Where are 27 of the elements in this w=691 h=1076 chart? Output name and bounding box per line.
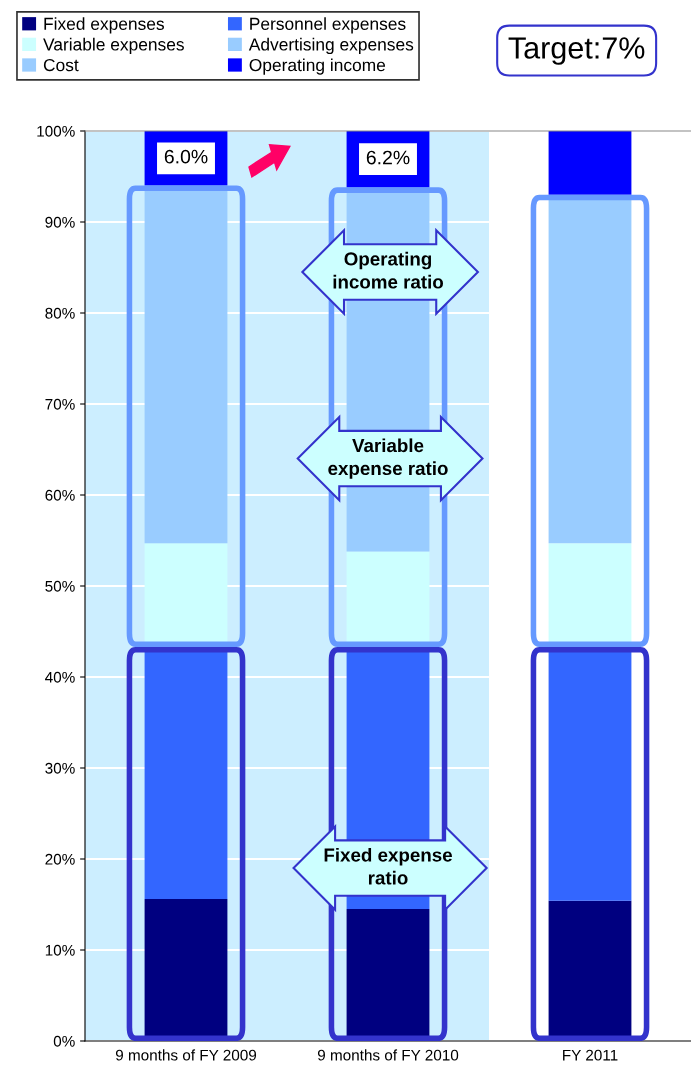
legend-label: Fixed expenses [44, 17, 164, 34]
legend-label: Cost [43, 58, 79, 72]
bar [548, 131, 632, 195]
x-tick-label: FY 2011 [563, 1049, 618, 1061]
y-tick-label: 60% [45, 489, 75, 501]
annotation: Variable expense ratio [328, 438, 448, 479]
legend-label: Advertising expenses [248, 37, 414, 55]
y-tick-label: 80% [45, 307, 75, 319]
x-tick-label: 9 months of FY 2010 [317, 1049, 459, 1061]
data-label: 6.0% [164, 149, 208, 164]
legend-label: Operating income [249, 58, 386, 75]
data-label: 6.2% [366, 150, 410, 165]
y-tick-label: 10% [45, 944, 75, 956]
y-tick-label: 30% [45, 762, 75, 774]
annotation: Fixed expense ratio [324, 847, 452, 885]
y-tick-label: 90% [45, 216, 75, 228]
annotation: Operating income ratio [333, 251, 444, 289]
y-tick-label: 70% [45, 398, 75, 410]
y-tick-label: 0% [53, 1035, 75, 1047]
y-tick-label: 20% [45, 853, 75, 865]
text: Target:7% [508, 37, 645, 65]
legend-label: Personnel expenses [250, 17, 406, 34]
legend-label: Variable expenses [43, 37, 184, 55]
x-tick-label: 9 months of FY 2009 [115, 1049, 257, 1061]
y-tick-label: 50% [45, 580, 75, 592]
y-tick-label: 100% [37, 125, 75, 137]
y-tick-label: 40% [45, 671, 75, 683]
